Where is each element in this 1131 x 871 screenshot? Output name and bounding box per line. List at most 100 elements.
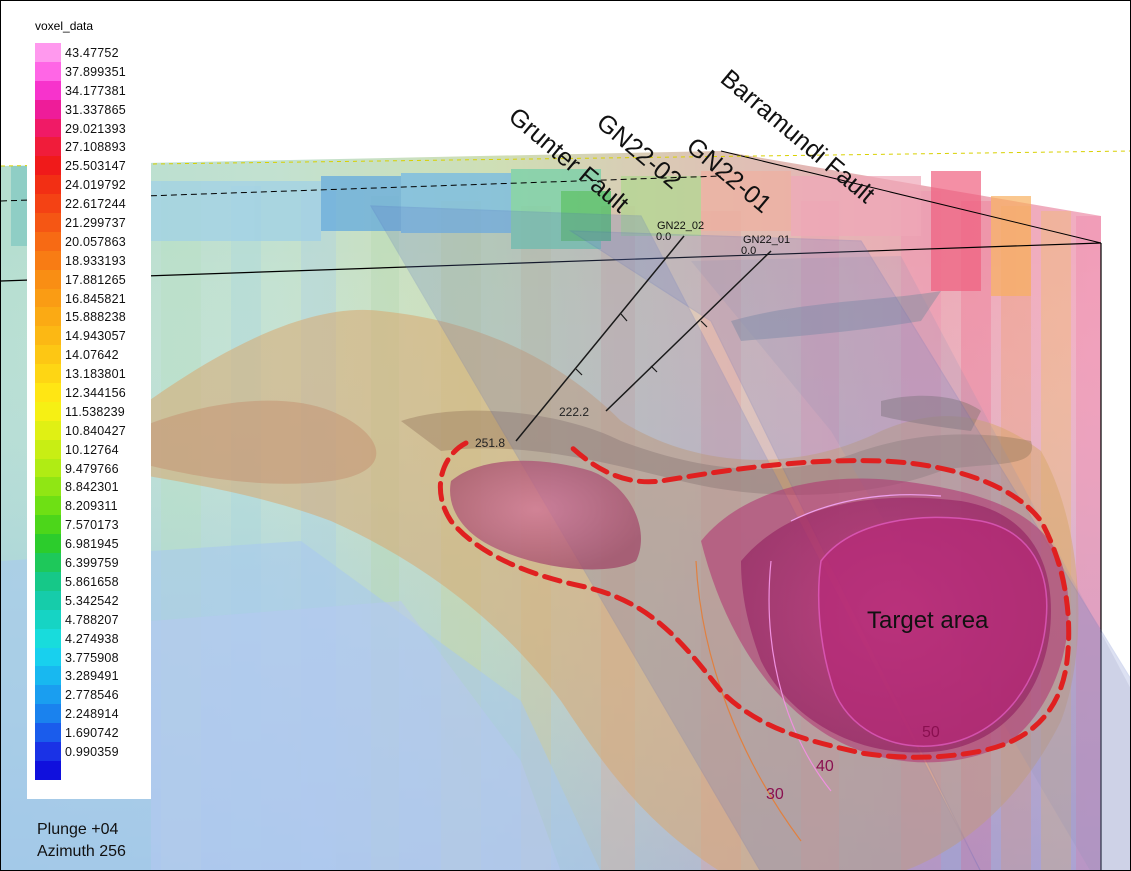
contour-label-30: 30: [766, 786, 784, 803]
legend-swatch: [35, 723, 61, 742]
legend-swatch: [35, 156, 61, 176]
legend-value: 6.981945: [65, 537, 119, 552]
legend-swatch: [35, 590, 61, 610]
legend-swatch: [35, 458, 61, 478]
legend-value: 2.778546: [65, 688, 119, 703]
legend-swatch: [35, 647, 61, 667]
legend-row: 15.888238: [35, 307, 145, 327]
legend-row: 5.861658: [35, 571, 145, 591]
legend-value: 24.019792: [65, 178, 126, 193]
legend-swatch: [35, 345, 61, 365]
legend-swatch: [35, 704, 61, 724]
legend-swatch: [35, 250, 61, 270]
legend-row: 13.183801: [35, 364, 145, 384]
legend-row: 34.177381: [35, 80, 145, 100]
legend-swatch: [35, 307, 61, 327]
legend-value: 14.07642: [65, 348, 119, 363]
legend-value: 15.888238: [65, 310, 126, 325]
legend-value: 27.108893: [65, 140, 126, 155]
legend-value: 8.209311: [65, 499, 118, 514]
legend-swatch: [35, 515, 61, 535]
legend-row: 10.12764: [35, 439, 145, 459]
legend-swatch: [35, 213, 61, 232]
contour-label-50: 50: [922, 724, 940, 741]
legend-value: 37.899351: [65, 64, 126, 79]
legend-row: 21.299737: [35, 213, 145, 232]
contour-label-40: 40: [816, 758, 834, 775]
legend-swatch: [35, 553, 61, 572]
legend-value: 17.881265: [65, 272, 126, 287]
legend-row: 0.990359: [35, 741, 145, 761]
legend-row: 22.617244: [35, 194, 145, 214]
drillhole-gn22-01-trace[interactable]: [605, 250, 772, 412]
legend-row: 25.503147: [35, 156, 145, 176]
legend-value: 16.845821: [65, 291, 126, 306]
legend-row: 4.274938: [35, 628, 145, 648]
legend-swatch: [35, 137, 61, 157]
legend-swatch: [35, 194, 61, 214]
legend-value: 10.840427: [65, 423, 126, 438]
legend-value: 22.617244: [65, 197, 126, 212]
legend-swatch: [35, 61, 61, 81]
legend-value: 10.12764: [65, 442, 119, 457]
legend-row: 4.788207: [35, 609, 145, 629]
legend-value: 43.47752: [65, 46, 119, 60]
legend-value: 8.842301: [65, 480, 119, 495]
legend-title: voxel_data: [35, 19, 94, 33]
legend-row: 3.775908: [35, 647, 145, 667]
legend-row: 5.342542: [35, 590, 145, 610]
legend-row: 37.899351: [35, 61, 145, 81]
legend-row: 6.981945: [35, 534, 145, 554]
voxel-legend: voxel_data 43.47752 37.899351 34.177381 31.…: [27, 19, 151, 799]
legend-row: 20.057863: [35, 231, 145, 251]
legend-value: 21.299737: [65, 216, 126, 231]
legend-row: 43.47752: [35, 43, 145, 62]
legend-value: 20.057863: [65, 234, 126, 249]
legend-color-scale: 43.47752 37.899351 34.177381 31.337865 29.02…: [35, 43, 145, 780]
legend-row: 3.289491: [35, 666, 145, 686]
legend-row: 8.842301: [35, 477, 145, 497]
legend-row: 8.209311: [35, 496, 145, 516]
legend-value: 34.177381: [65, 83, 126, 98]
legend-row: 2.248914: [35, 704, 145, 724]
legend-value: 11.538239: [65, 404, 125, 419]
legend-value: 13.183801: [65, 367, 126, 382]
legend-value: 29.021393: [65, 121, 126, 136]
legend-swatch: [35, 666, 61, 686]
legend-row: 9.479766: [35, 458, 145, 478]
legend-value: 5.342542: [65, 593, 119, 608]
legend-swatch: [35, 685, 61, 705]
legend-swatch: [35, 439, 61, 459]
legend-row: 10.840427: [35, 420, 145, 440]
legend-row: 6.399759: [35, 553, 145, 572]
drillhole-gn22-02-label: GN22_02: [657, 220, 704, 232]
legend-swatch: [35, 118, 61, 138]
legend-swatch: [35, 760, 61, 780]
legend-row: [35, 760, 145, 780]
legend-value: 7.570173: [65, 518, 119, 533]
drillhole-gn22-02-collar: 0.0: [656, 231, 671, 243]
legend-row: 12.344156: [35, 383, 145, 402]
drillhole-gn22-02-eoh: 251.8: [475, 436, 505, 450]
drillhole-gn22-01-eoh: 222.2: [559, 405, 589, 419]
legend-value: 31.337865: [65, 102, 126, 117]
drillholes: GN22_02 0.0 GN22_01 0.0 251.8 222.2: [475, 220, 790, 450]
legend-value: 18.933193: [65, 253, 126, 268]
legend-value: 3.289491: [65, 669, 119, 684]
plunge-readout: Plunge +04: [37, 821, 119, 838]
legend-swatch: [35, 741, 61, 761]
legend-row: 2.778546: [35, 685, 145, 705]
legend-swatch: [35, 383, 61, 402]
legend-value: 9.479766: [65, 461, 119, 476]
drillhole-gn22-01-collar: 0.0: [741, 245, 756, 257]
legend-value: 0.990359: [65, 744, 119, 759]
drillhole-gn22-02-trace[interactable]: [515, 235, 685, 442]
legend-row: 17.881265: [35, 269, 145, 289]
legend-row: 16.845821: [35, 288, 145, 308]
legend-swatch: [35, 269, 61, 289]
legend-row: 18.933193: [35, 250, 145, 270]
legend-row: 14.943057: [35, 326, 145, 346]
grade-shells: [450, 460, 1069, 842]
